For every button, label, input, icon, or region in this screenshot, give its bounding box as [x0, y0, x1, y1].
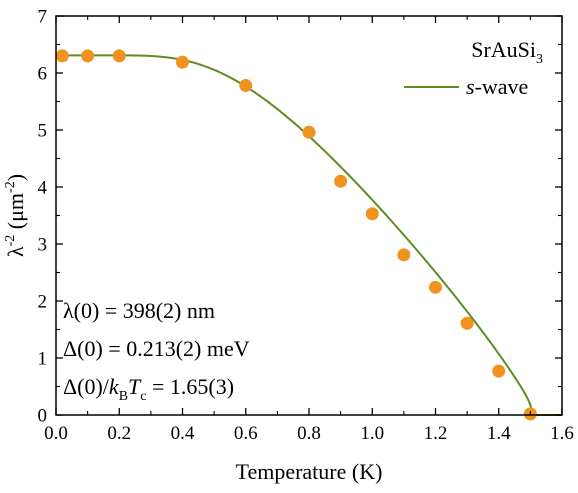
y-axis-title-base: λ [3, 246, 28, 257]
annotation-part: k [109, 374, 120, 399]
x-tick-label: 0.8 [297, 423, 321, 444]
y-axis-title-unit-sup: -2 [3, 181, 18, 193]
y-tick-label: 0 [38, 406, 48, 427]
annotations: λ(0) = 398(2) nm Δ(0) = 0.213(2) meV Δ(0)/… [63, 298, 250, 404]
x-tick-labels: 0.0 0.2 0.4 0.6 0.8 1.0 1.2 1.4 1.6 [44, 423, 574, 444]
x-tick-label: 1.0 [360, 423, 384, 444]
y-axis-title-unit-close: ) [3, 174, 28, 181]
y-tick-label: 2 [38, 292, 48, 313]
x-tick-label: 0.4 [171, 423, 195, 444]
y-tick-labels: 0 1 2 3 4 5 6 7 [38, 7, 48, 427]
data-point [302, 125, 316, 139]
annotation-part: = 1.65(3) [147, 374, 235, 399]
legend-title-sub: 3 [536, 52, 543, 67]
x-tick-label: 1.4 [487, 423, 511, 444]
annotation-line: Δ(0)/kBTc = 1.65(3) [63, 374, 234, 404]
annotation-part: B [119, 389, 128, 404]
data-point [176, 55, 189, 69]
x-tick-label: 1.6 [550, 423, 574, 444]
data-point [334, 174, 348, 188]
annotation-part: Δ(0) = 0.213(2) meV [63, 336, 250, 361]
data-point [239, 79, 253, 93]
y-axis-title: λ-2 (μm-2) [3, 174, 28, 257]
legend: SrAuSi3 s-wave [404, 37, 543, 99]
legend-title: SrAuSi3 [471, 37, 543, 67]
x-tick-label: 0.0 [44, 423, 68, 444]
legend-label-rest: -wave [475, 74, 529, 99]
y-tick-label: 7 [38, 7, 48, 28]
series-line-s-wave [56, 54, 562, 416]
points-layer [55, 49, 537, 421]
legend-title-text: SrAuSi [471, 37, 536, 62]
data-point [55, 49, 69, 63]
x-axis-title: Temperature (K) [236, 459, 383, 484]
annotation-part: Δ(0)/ [63, 374, 110, 399]
y-tick-label: 3 [38, 235, 48, 256]
annotation-part: c [140, 389, 146, 404]
y-tick-label: 1 [38, 349, 48, 370]
x-tick-label: 0.6 [234, 423, 258, 444]
legend-label-s-wave: s-wave [466, 74, 528, 99]
y-axis-title-base-sup: -2 [3, 235, 18, 247]
data-point [365, 207, 379, 221]
annotation-part: T [128, 374, 142, 399]
annotation-line: λ(0) = 398(2) nm [63, 298, 215, 323]
y-tick-label: 6 [38, 64, 48, 85]
y-axis-title-unit-open: (μm [3, 193, 28, 235]
data-point [492, 364, 506, 378]
annotation-part: λ(0) = 398(2) nm [63, 298, 215, 323]
data-point [429, 280, 442, 294]
y-tick-label: 5 [38, 121, 48, 142]
data-point [397, 248, 411, 262]
y-tick-label: 4 [38, 178, 48, 199]
data-point [112, 49, 126, 63]
x-tick-label: 1.2 [424, 423, 448, 444]
annotation-line: Δ(0) = 0.213(2) meV [63, 336, 250, 361]
curve-layer [56, 54, 562, 416]
ticks-layer [55, 15, 563, 416]
x-tick-label: 0.2 [107, 423, 131, 444]
data-point [81, 49, 95, 63]
data-point [460, 316, 474, 330]
legend-label-italic: s [466, 74, 475, 99]
